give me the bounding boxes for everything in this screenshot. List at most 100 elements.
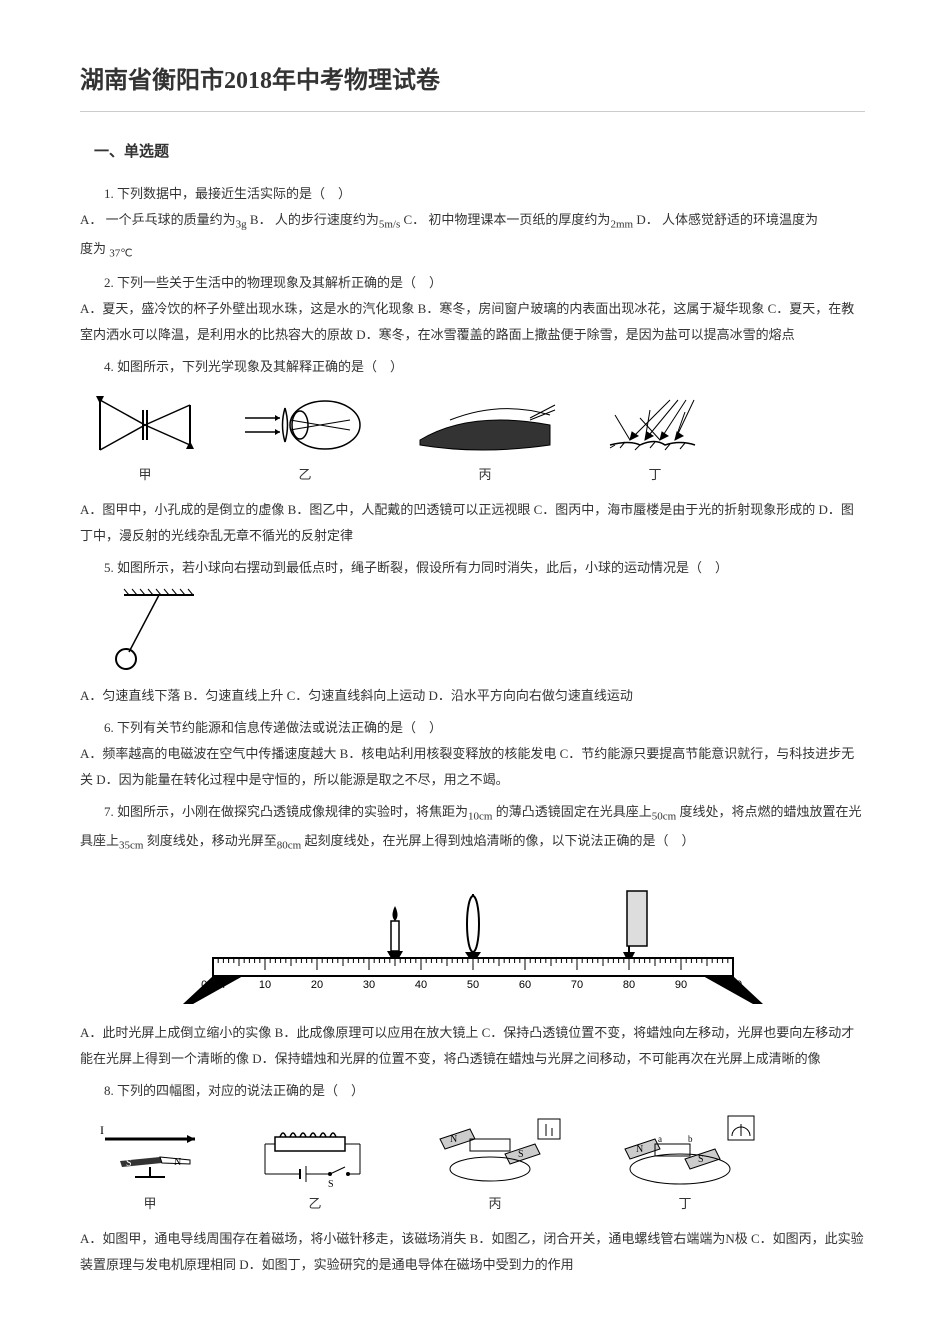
q4-label-0: 甲 xyxy=(90,464,200,483)
q8-d: 如图丁，实验研究的是通电导体在磁场中受到力的作用 xyxy=(262,1257,574,1272)
q4-number: 4. xyxy=(80,359,114,374)
q5-d: 沿水平方向向右做匀速直线运动 xyxy=(451,688,633,703)
opt-label-b: B． xyxy=(340,746,362,761)
q5-stem: 如图所示，若小球向右摆动到最低点时，绳子断裂，假设所有力同时消失，此后，小球的运… xyxy=(117,560,728,575)
opt-label-c: C． xyxy=(404,212,426,227)
opt-label-c: C． xyxy=(287,688,309,703)
question-4-options: A．图甲中，小孔成的是倒立的虚像 B．图乙中，人配戴的凹透镜可以正远视眼 C．图… xyxy=(80,497,865,549)
q1-c-pre: 初中物理课本一页纸的厚度约为 xyxy=(428,212,610,227)
svg-text:80: 80 xyxy=(622,979,634,991)
question-7: 7. 如图所示，小刚在做探究凸透镜成像规律的实验时，将焦距为10cm 的薄凸透镜… xyxy=(80,799,865,856)
q7-b: 此成像原理可以应用在放大镜上 xyxy=(296,1025,478,1040)
q7-f: 10cm xyxy=(468,811,492,823)
q4-label-1: 乙 xyxy=(240,464,370,483)
eye-lens-diagram-icon xyxy=(240,390,370,460)
q8-label-1: 乙 xyxy=(250,1193,380,1212)
q7-stem-pre: 如图所示，小刚在做探究凸透镜成像规律的实验时，将焦距为 xyxy=(117,804,468,819)
opt-label-c: C． xyxy=(534,502,556,517)
q8-fig-bing: N S 丙 xyxy=(420,1114,570,1212)
q1-c-val: 2mm xyxy=(610,219,633,231)
pinhole-diagram-icon xyxy=(90,390,200,460)
opt-label-a: A． xyxy=(80,746,102,761)
q5-a: 匀速直线下落 xyxy=(102,688,180,703)
section-heading: 一、单选题 xyxy=(80,140,865,161)
question-8: 8. 下列的四幅图，对应的说法正确的是（ ） xyxy=(80,1078,865,1104)
q6-b: 核电站利用核裂变释放的核能发电 xyxy=(361,746,556,761)
diffuse-reflection-icon xyxy=(600,390,710,460)
q7-stem-mid3: 刻度线处，移动光屏至 xyxy=(147,833,277,848)
q4-fig-jia: 甲 xyxy=(90,390,200,483)
q1-b-val: 5m/s xyxy=(379,219,400,231)
q4-figures: 甲 乙 丙 xyxy=(80,390,865,483)
question-1: 1. 下列数据中，最接近生活实际的是（ ） A． 一个乒乓球的质量约为3g B．… xyxy=(80,181,865,264)
opt-label-c: C． xyxy=(768,301,790,316)
q2-stem: 下列一些关于生活中的物理现象及其解析正确的是（ ） xyxy=(117,275,442,290)
opt-label-a: A． xyxy=(80,502,102,517)
question-5-options: A．匀速直线下落 B．匀速直线上升 C．匀速直线斜向上运动 D．沿水平方向向右做… xyxy=(80,683,865,709)
opt-label-d: D． xyxy=(356,327,378,342)
q7-number: 7. xyxy=(80,804,114,819)
opt-label-d: D． xyxy=(636,212,658,227)
q8-label-2: 丙 xyxy=(420,1193,570,1212)
q7-stem-mid1: 的薄凸透镜固定在光具座上 xyxy=(496,804,652,819)
motor-principle-icon: N S xyxy=(420,1114,570,1189)
opt-label-a: A． xyxy=(80,301,102,316)
q1-d-pre: 人体感觉舒适的环境温度为 xyxy=(662,212,818,227)
opt-label-a: A． xyxy=(80,212,102,227)
q5-c: 匀速直线斜向上运动 xyxy=(308,688,425,703)
q7-p80: 80cm xyxy=(277,839,301,851)
question-5: 5. 如图所示，若小球向右摆动到最低点时，绳子断裂，假设所有力同时消失，此后，小… xyxy=(80,555,865,581)
q4-fig-ding: 丁 xyxy=(600,390,710,483)
opt-label-d: D． xyxy=(819,502,841,517)
svg-text:70: 70 xyxy=(570,979,582,991)
opt-label-a: A． xyxy=(80,1231,102,1246)
q2-b: 寒冬，房间窗户玻璃的内表面出现冰花，这属于凝华现象 xyxy=(439,301,764,316)
opt-label-b: B． xyxy=(250,212,272,227)
question-7-options: A．此时光屏上成倒立缩小的实像 B．此成像原理可以应用在放大镜上 C．保持凸透镜… xyxy=(80,1020,865,1072)
svg-text:b: b xyxy=(688,1134,693,1144)
generator-principle-icon: N S ab xyxy=(610,1114,760,1189)
page-title: 湖南省衡阳市2018年中考物理试卷 xyxy=(80,60,865,112)
q7-p50: 50cm xyxy=(652,811,676,823)
question-4: 4. 如图所示，下列光学现象及其解释正确的是（ ） xyxy=(80,354,865,380)
svg-text:30: 30 xyxy=(362,979,374,991)
svg-text:20: 20 xyxy=(310,979,322,991)
q1-d-val: 37℃ xyxy=(109,247,132,259)
q4-stem: 如图所示，下列光学现象及其解释正确的是（ ） xyxy=(117,359,403,374)
q4-a: 图甲中，小孔成的是倒立的虚像 xyxy=(102,502,284,517)
opt-label-d: D． xyxy=(96,772,118,787)
opt-label-b: B． xyxy=(275,1025,297,1040)
q8-fig-ding: N S ab 丁 xyxy=(610,1114,760,1212)
opt-label-b: B． xyxy=(288,502,310,517)
q7-figure: 0 cm102030405060708090100 xyxy=(80,866,865,1006)
q7-p35: 35cm xyxy=(119,839,143,851)
opt-label-a: A． xyxy=(80,1025,102,1040)
q4-label-3: 丁 xyxy=(600,464,710,483)
opt-label-c: C． xyxy=(560,746,582,761)
q2-a: 夏天，盛冷饮的杯子外壁出现水珠，这是水的汽化现象 xyxy=(102,301,414,316)
optical-bench-icon: 0 cm102030405060708090100 xyxy=(173,866,773,1006)
opt-label-b: B． xyxy=(184,688,206,703)
q8-fig-jia: I S N 甲 xyxy=(90,1119,210,1212)
q2-number: 2. xyxy=(80,275,114,290)
opt-label-b: B． xyxy=(470,1231,492,1246)
q8-figures: I S N 甲 S xyxy=(80,1114,865,1212)
q4-b: 图乙中，人配戴的凹透镜可以正远视眼 xyxy=(309,502,530,517)
svg-text:I: I xyxy=(100,1123,104,1137)
q1-number: 1. xyxy=(80,186,114,201)
q5-b: 匀速直线上升 xyxy=(205,688,283,703)
svg-text:N: N xyxy=(174,1157,181,1168)
q4-c: 图丙中，海市蜃楼是由于光的折射现象形成的 xyxy=(555,502,815,517)
opt-label-d: D． xyxy=(252,1051,274,1066)
svg-text:10: 10 xyxy=(258,979,270,991)
svg-text:90: 90 xyxy=(674,979,686,991)
q1-line2-prefix: 度为 xyxy=(80,241,109,256)
q6-number: 6. xyxy=(80,720,114,735)
opt-label-b: B． xyxy=(418,301,440,316)
svg-text:50: 50 xyxy=(466,979,478,991)
svg-text:60: 60 xyxy=(518,979,530,991)
q4-fig-bing: 丙 xyxy=(410,390,560,483)
svg-text:N: N xyxy=(636,1144,643,1155)
opt-label-d: D． xyxy=(429,688,451,703)
q5-number: 5. xyxy=(80,560,114,575)
